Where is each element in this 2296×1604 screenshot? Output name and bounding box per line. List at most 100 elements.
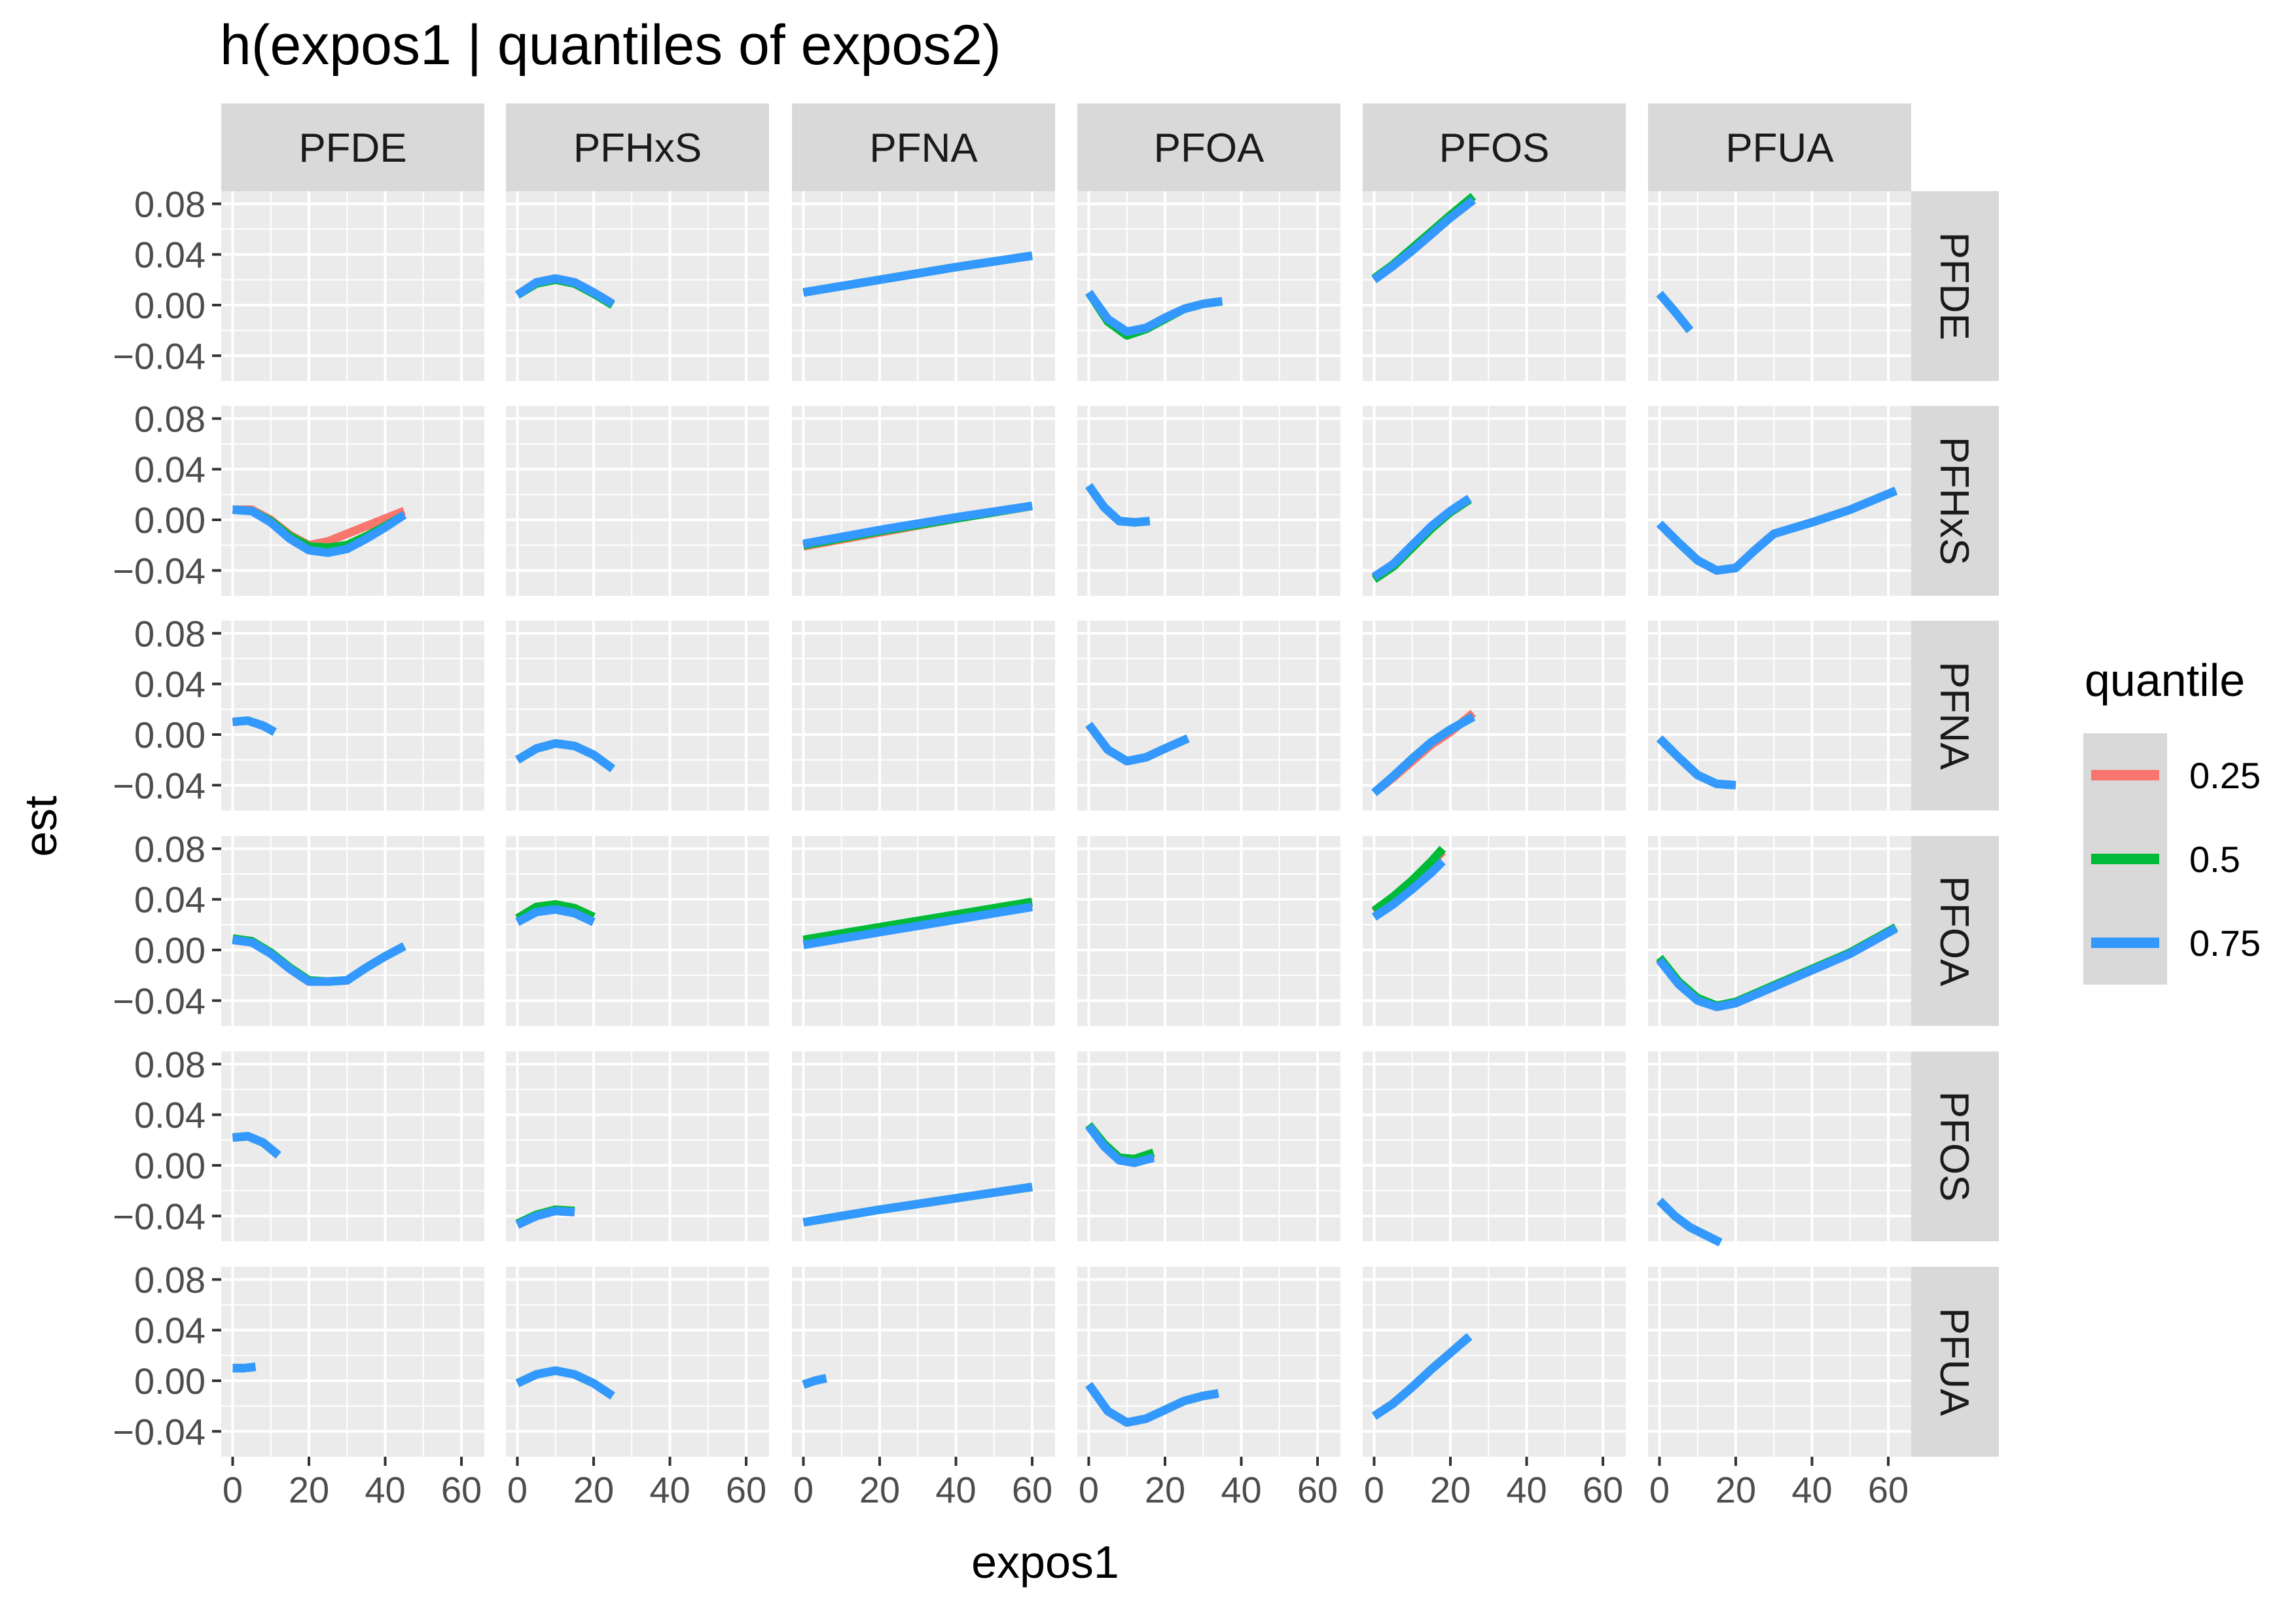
series-line-q075 bbox=[1371, 1333, 1473, 1420]
series-group-pfos-pfoa bbox=[1371, 845, 1446, 921]
y-tick-label: 0.08 bbox=[134, 1044, 206, 1085]
panel-pfua-pfde bbox=[1648, 191, 1911, 381]
series-group-pfhxs-pfna bbox=[515, 739, 615, 773]
x-tick-label: 20 bbox=[1145, 1469, 1185, 1510]
panel-background bbox=[1363, 621, 1626, 811]
panel-background bbox=[221, 406, 484, 596]
panel-background bbox=[221, 1267, 484, 1457]
column-strip-bg bbox=[506, 103, 769, 191]
y-tick-label: 0.00 bbox=[134, 930, 206, 971]
series-group-pfos-pfua bbox=[1371, 1333, 1473, 1420]
series-group-pfde-pfhxs bbox=[232, 505, 407, 557]
column-strip-bg bbox=[221, 103, 484, 191]
panel-pfos-pfna bbox=[1363, 621, 1626, 811]
column-strip-pfoa: PFOA bbox=[1077, 103, 1340, 191]
column-strip-label: PFDE bbox=[298, 126, 406, 171]
panel-background bbox=[1363, 836, 1626, 1026]
legend-item-025: 0.25 bbox=[2083, 733, 2261, 817]
y-tick-label: −0.04 bbox=[113, 550, 206, 591]
row-strip-pfhxs: PFHxS bbox=[1911, 406, 1999, 596]
x-tick-label: 0 bbox=[507, 1469, 528, 1510]
panel-pfde-pfna bbox=[221, 621, 484, 811]
series-line-q075 bbox=[1085, 483, 1151, 527]
panel-pfhxs-pfhxs bbox=[506, 406, 769, 596]
series-line-q075 bbox=[1656, 1197, 1723, 1247]
panel-background bbox=[1363, 1051, 1626, 1241]
chart-title: h(expos1 | quantiles of expos2) bbox=[220, 14, 1001, 77]
panel-pfde-pfhxs bbox=[221, 406, 484, 596]
panel-pfos-pfos bbox=[1363, 1051, 1626, 1241]
panels-layer bbox=[221, 191, 1911, 1457]
panel-pfhxs-pfoa bbox=[506, 836, 769, 1026]
y-tick-label: 0.00 bbox=[134, 1360, 206, 1402]
series-line-q075 bbox=[1371, 713, 1476, 796]
panel-pfos-pfde bbox=[1363, 191, 1626, 381]
series-group-pfoa-pfos bbox=[1085, 1122, 1155, 1167]
column-strip-pfos: PFOS bbox=[1363, 103, 1626, 191]
x-tick-label: 40 bbox=[935, 1469, 976, 1510]
row-strip-label: PFNA bbox=[1931, 661, 1977, 770]
x-tick-label: 40 bbox=[1791, 1469, 1832, 1510]
panel-pfde-pfoa bbox=[221, 836, 484, 1026]
x-tick-label: 20 bbox=[573, 1469, 614, 1510]
row-strip-pfoa: PFOA bbox=[1911, 836, 1999, 1026]
panel-pfna-pfua bbox=[792, 1267, 1055, 1457]
series-group-pfoa-pfua bbox=[1085, 1382, 1219, 1427]
series-group-pfde-pfna bbox=[232, 716, 277, 736]
strips-layer: PFDE PFHxS PFNA PFOA PFOS PFUA PFDE PFHxS PFNA PF… bbox=[221, 103, 1999, 1457]
series-line-q075 bbox=[232, 936, 406, 986]
series-line-q075 bbox=[1371, 196, 1476, 283]
series-line-q075 bbox=[1656, 291, 1694, 333]
series-group-pfhxs-pfos bbox=[515, 1205, 575, 1229]
x-tick-label: 40 bbox=[1506, 1469, 1547, 1510]
panel-pfna-pfhxs bbox=[792, 406, 1055, 596]
y-tick-label: 0.04 bbox=[134, 1095, 206, 1136]
y-tick-label: 0.04 bbox=[134, 234, 206, 276]
legend-item-075: 0.75 bbox=[2083, 901, 2261, 985]
series-group-pfna-pfhxs bbox=[802, 501, 1033, 551]
column-strip-label: PFHxS bbox=[573, 126, 702, 171]
series-line-q075 bbox=[232, 716, 277, 736]
y-tick-label: 0.08 bbox=[134, 828, 206, 869]
series-line-q075 bbox=[1656, 924, 1898, 1012]
row-strip-bg bbox=[1911, 836, 1999, 1026]
panel-background bbox=[221, 191, 484, 381]
y-tick-label: 0.04 bbox=[134, 879, 206, 920]
column-strip-label: PFOS bbox=[1439, 126, 1550, 171]
panel-background bbox=[1363, 191, 1626, 381]
y-tick-label: 0.04 bbox=[134, 1310, 206, 1351]
x-tick-label: 40 bbox=[365, 1469, 405, 1510]
panel-pfhxs-pfos bbox=[506, 1051, 769, 1241]
series-group-pfna-pfoa bbox=[802, 898, 1033, 949]
series-group-pfhxs-pfde bbox=[514, 274, 615, 309]
panel-pfos-pfhxs bbox=[1363, 406, 1626, 596]
y-tick-label: −0.04 bbox=[113, 980, 206, 1021]
panel-background bbox=[506, 406, 769, 596]
column-strip-bg bbox=[792, 103, 1055, 191]
panel-background bbox=[1077, 1267, 1340, 1457]
series-line-q075 bbox=[802, 1374, 827, 1389]
column-strip-label: PFOA bbox=[1154, 126, 1265, 171]
panel-background bbox=[1363, 406, 1626, 596]
panel-background bbox=[221, 836, 484, 1026]
series-line-q075 bbox=[514, 274, 615, 308]
x-tick-label: 20 bbox=[1430, 1469, 1471, 1510]
row-strip-bg bbox=[1911, 1051, 1999, 1241]
panel-background bbox=[1363, 1267, 1626, 1457]
series-group-pfna-pfos bbox=[802, 1182, 1033, 1227]
series-line-q075 bbox=[1085, 289, 1223, 337]
row-strip-pfos: PFOS bbox=[1911, 1051, 1999, 1241]
row-strip-bg bbox=[1911, 621, 1999, 811]
x-tick-label: 60 bbox=[1868, 1469, 1909, 1510]
y-tick-label: 0.08 bbox=[134, 613, 206, 654]
series-group-pfos-pfhxs bbox=[1371, 494, 1472, 583]
x-tick-label: 60 bbox=[1012, 1469, 1052, 1510]
panel-background bbox=[1077, 406, 1340, 596]
panel-pfoa-pfos bbox=[1077, 1051, 1340, 1241]
x-tick-label: 60 bbox=[441, 1469, 482, 1510]
x-tick-label: 20 bbox=[1715, 1469, 1756, 1510]
panel-pfhxs-pfua bbox=[506, 1267, 769, 1457]
x-tick-label: 0 bbox=[1079, 1469, 1099, 1510]
series-line-q075 bbox=[802, 251, 1033, 297]
panel-pfua-pfua bbox=[1648, 1267, 1911, 1457]
